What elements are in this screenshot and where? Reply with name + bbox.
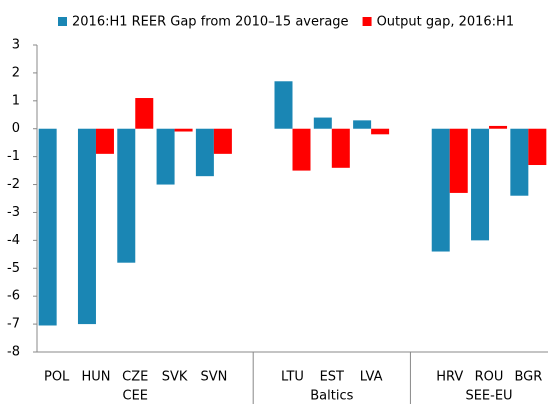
x-tick-label: BGR [514,370,542,385]
x-tick-label: HRV [436,370,463,385]
y-tick-label: 3 [12,38,20,53]
bar [213,128,232,154]
x-tick-label: LVA [360,370,383,385]
y-tick-label: 2 [12,65,20,80]
bar [156,128,175,185]
legend-label: Output gap, 2016:H1 [377,15,515,30]
x-tick-label: LTU [281,370,304,385]
bar [135,98,154,129]
bar [510,128,529,196]
y-tick-label: -2 [7,177,20,192]
y-tick-label: -6 [7,289,20,304]
bar [95,128,114,154]
group-label: CEE [123,389,149,404]
bar [528,128,547,166]
group-label: Baltics [310,389,353,404]
bar [431,128,450,252]
bar [174,128,193,132]
y-tick-label: -1 [7,149,20,164]
bar [292,128,311,171]
x-tick-label: SVK [162,370,188,385]
bar [353,120,372,129]
bar [449,128,468,193]
y-tick-label: -8 [7,345,20,360]
bar [274,81,293,129]
group-label: SEE-EU [465,389,512,404]
x-tick-label: SVN [200,370,227,385]
bar [38,128,57,326]
bar [195,128,214,177]
y-tick-label: 0 [12,121,20,136]
x-tick-label: ROU [475,370,504,385]
bar [313,117,332,129]
x-tick-label: CZE [122,370,148,385]
bar [117,128,136,263]
bar [471,128,490,241]
y-tick-label: -7 [7,317,20,332]
legend-swatch [58,17,67,26]
y-tick-label: -3 [7,205,20,220]
y-tick-label: -4 [7,233,20,248]
bar [371,128,390,135]
y-tick-label: -5 [7,261,20,276]
y-tick-label: 1 [12,93,20,108]
bar [331,128,350,168]
x-tick-label: EST [320,370,344,385]
legend-swatch [362,17,372,26]
bar [489,125,508,129]
x-tick-label: POL [44,370,70,385]
legend-label: 2016:H1 REER Gap from 2010–15 average [72,15,349,30]
x-tick-label: HUN [81,370,110,385]
bar [77,128,96,325]
